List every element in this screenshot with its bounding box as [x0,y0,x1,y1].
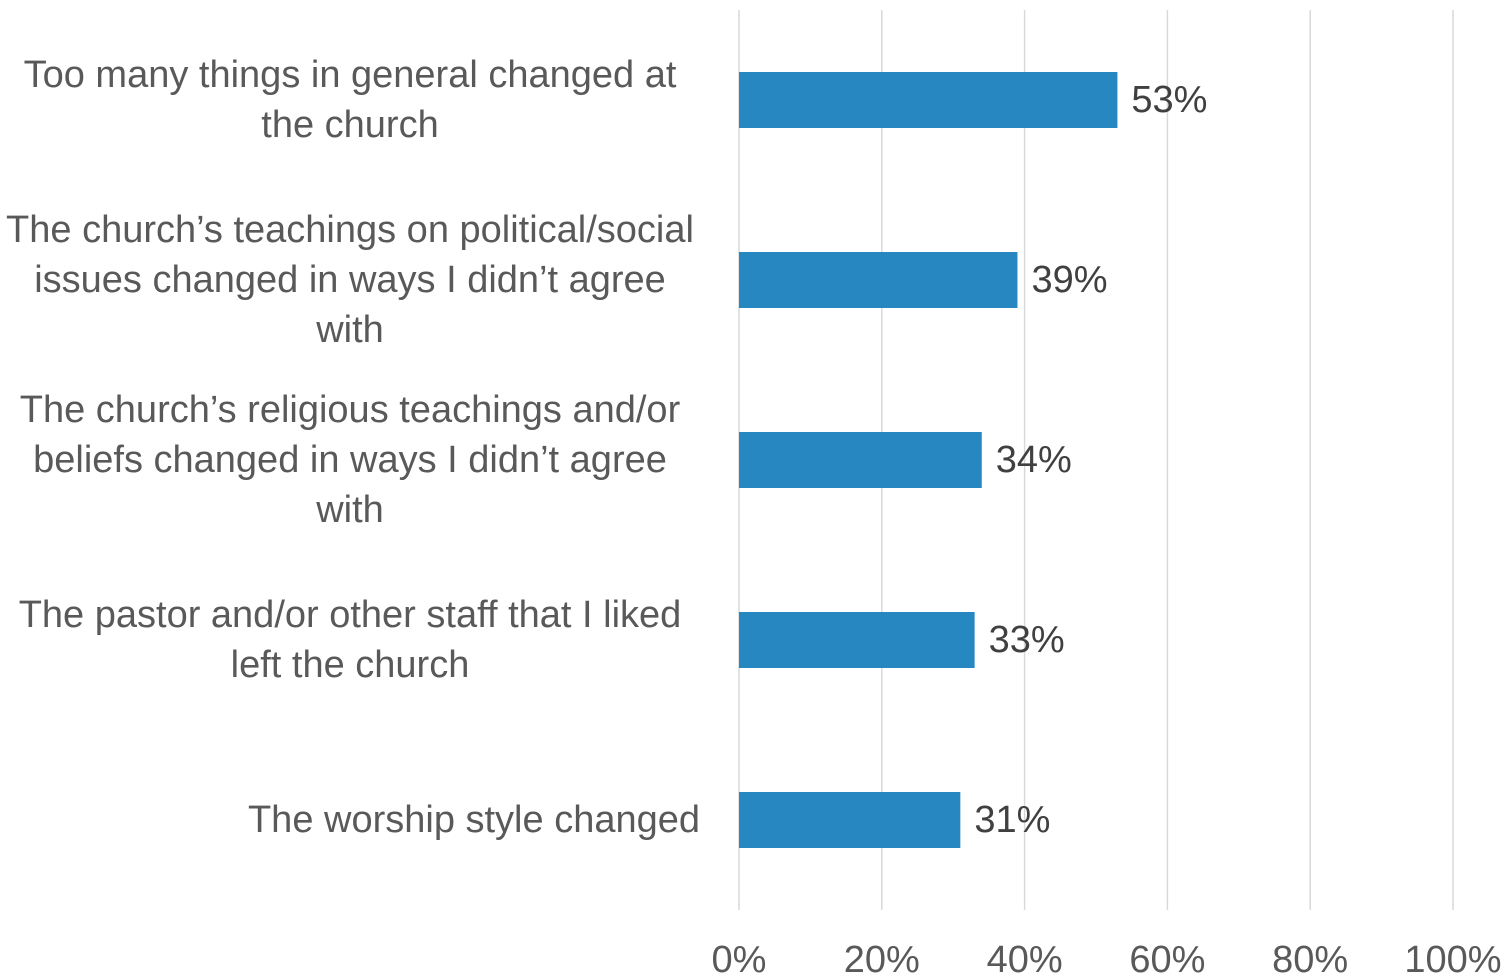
bar [739,252,1018,308]
y-tick-label: The church’s religious teachings and/or … [19,389,681,531]
y-tick-label: The church’s teachings on political/soci… [6,209,694,351]
x-tick-label: 0% [712,939,767,979]
y-tick-label: Too many things in general changed at th… [23,54,677,146]
x-tick-label: 20% [844,939,920,979]
x-tick-label: 100% [1404,939,1501,979]
x-tick-label: 60% [1129,939,1205,979]
bar [739,72,1118,128]
data-label: 53% [1131,79,1207,121]
bar [739,432,982,488]
data-label: 33% [989,619,1065,661]
y-tick-label: The worship style changed [247,799,700,841]
y-tick-label: The pastor and/or other staff that I lik… [18,594,682,686]
data-label: 39% [1031,259,1107,301]
bar [739,612,975,668]
data-label: 31% [974,799,1050,841]
x-tick-label: 40% [987,939,1063,979]
data-label: 34% [996,439,1072,481]
bar [739,792,961,848]
x-tick-label: 80% [1272,939,1348,979]
